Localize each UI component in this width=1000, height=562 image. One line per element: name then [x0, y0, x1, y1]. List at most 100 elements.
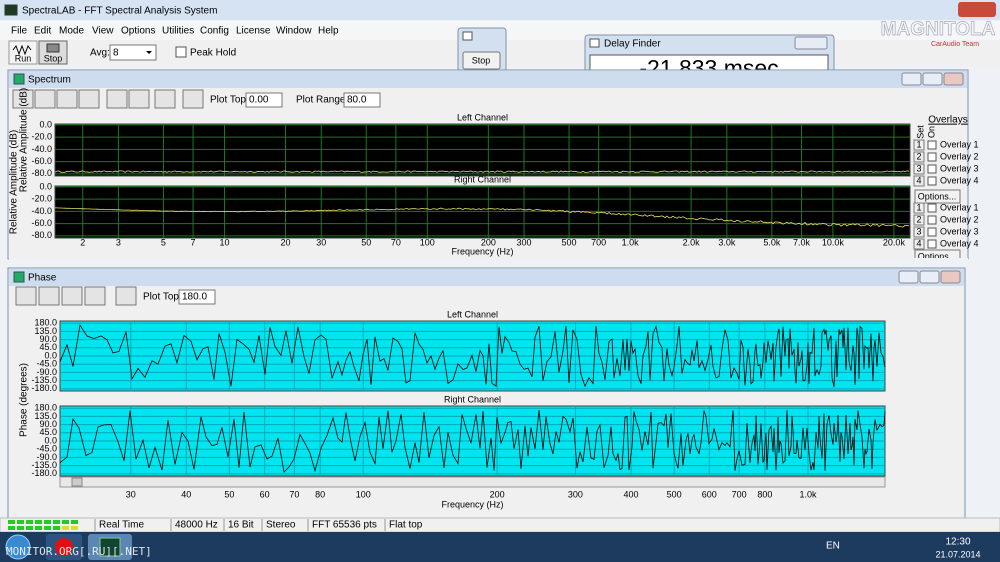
overlay-checkbox[interactable] — [927, 227, 937, 237]
x-tick-label: 100 — [356, 489, 371, 499]
spectrum-window-button[interactable] — [901, 72, 922, 86]
tool-icon[interactable] — [84, 286, 106, 306]
overlay-number: 2 — [916, 151, 921, 161]
overlay-checkbox[interactable] — [927, 140, 937, 150]
x-tick-label: 3.0k — [718, 237, 736, 247]
spectralab-icon — [99, 537, 121, 557]
scrollbar[interactable] — [59, 476, 886, 488]
menu-item[interactable]: Help — [318, 26, 339, 37]
spectrum-title-bar — [9, 71, 967, 88]
start-button[interactable] — [5, 534, 31, 560]
overlay-set-button[interactable] — [913, 226, 925, 238]
overlay-set-button[interactable] — [913, 163, 925, 175]
tool-icon[interactable] — [115, 286, 137, 306]
level-meter-segment — [44, 520, 51, 524]
x-tick-label: 80 — [315, 489, 325, 499]
overlay-set-button[interactable] — [913, 139, 925, 151]
status-item: Flat top — [389, 520, 423, 531]
menu-item[interactable]: Config — [200, 26, 229, 37]
y-tick-label: -60.0 — [31, 156, 52, 166]
overlay-set-button[interactable] — [913, 151, 925, 163]
overlay-name: Overlay 1 — [940, 202, 979, 212]
status-item: Stereo — [266, 520, 296, 531]
y-axis-label: Phase (degrees) — [19, 363, 30, 437]
spectrum-plot-range-field[interactable] — [343, 92, 381, 108]
x-tick-label: 60 — [260, 489, 270, 499]
menu-item[interactable]: Mode — [59, 26, 84, 37]
trace — [59, 324, 886, 388]
y-tick-label: -90.0 — [36, 452, 57, 462]
plot-area — [54, 185, 911, 239]
overlay-set-button[interactable] — [913, 175, 925, 187]
tool-icon[interactable] — [12, 89, 34, 109]
x-tick-label: 10.0k — [822, 237, 845, 247]
channel-title: Left Channel — [447, 309, 498, 319]
peak-hold-checkbox[interactable] — [175, 46, 187, 58]
overlay-set-button[interactable] — [913, 202, 925, 214]
df-close[interactable] — [794, 36, 828, 50]
tool-icon[interactable] — [34, 89, 56, 109]
select-arrow — [146, 51, 152, 54]
tool-icon[interactable] — [61, 286, 83, 306]
tool-icon[interactable] — [106, 89, 128, 109]
df-title: Delay Finder — [604, 39, 661, 50]
phase-plot-top-field[interactable] — [178, 289, 216, 305]
x-tick-label: 7.0k — [793, 237, 811, 247]
overlay-options-label: Options... — [918, 191, 957, 201]
overlay-options-button[interactable] — [914, 189, 961, 204]
x-tick-label: 5.0k — [763, 237, 781, 247]
phase-window-button[interactable] — [898, 270, 919, 284]
menu-item[interactable]: Utilities — [162, 26, 194, 37]
tool-icon[interactable] — [182, 89, 204, 109]
y-tick-label: -20.0 — [31, 194, 52, 204]
menu-item[interactable]: Window — [276, 26, 312, 37]
tool-icon[interactable] — [38, 286, 60, 306]
x-tick-label: 400 — [623, 489, 638, 499]
spectrum-window-button[interactable] — [943, 72, 964, 86]
menu-item[interactable]: View — [92, 26, 114, 37]
clock-date: 21.07.2014 — [935, 549, 980, 559]
overlay-checkbox[interactable] — [927, 239, 937, 249]
tool-icon[interactable] — [154, 89, 176, 109]
overlay-checkbox[interactable] — [927, 203, 937, 213]
level-meter-segment — [26, 526, 33, 530]
overlay-set-button[interactable] — [913, 238, 925, 250]
menu-item[interactable]: File — [11, 26, 28, 37]
phase-window-button[interactable] — [940, 270, 961, 284]
x-tick-label: 200 — [490, 489, 505, 499]
menu-item[interactable]: Edit — [34, 26, 51, 37]
popup-stop-button[interactable] — [462, 51, 501, 70]
overlay-name: Overlay 1 — [940, 139, 979, 149]
spectrum-plot-top-field[interactable] — [245, 92, 283, 108]
overlay-checkbox[interactable] — [927, 176, 937, 186]
tool-icon[interactable] — [78, 89, 100, 109]
phase-window-button[interactable] — [919, 270, 940, 284]
overlay-checkbox[interactable] — [927, 164, 937, 174]
menu-item[interactable]: License — [236, 26, 271, 37]
spectrum-window-button[interactable] — [922, 72, 943, 86]
overlay-checkbox[interactable] — [927, 152, 937, 162]
y-tick-label: 180.0 — [34, 318, 57, 328]
y-tick-label: -90.0 — [36, 367, 57, 377]
overlay-number: 1 — [916, 202, 921, 212]
level-meter-segment — [53, 526, 60, 530]
avg-select[interactable] — [109, 44, 157, 61]
tool-icon[interactable] — [128, 89, 150, 109]
watermark-logo: MAGNITOLA — [881, 19, 996, 40]
x-tick-label: 300 — [568, 489, 583, 499]
x-tick-label: 1.0k — [799, 489, 817, 499]
x-tick-label: 70 — [289, 489, 299, 499]
overlay-number: 3 — [916, 163, 921, 173]
scroll-thumb[interactable] — [71, 477, 83, 487]
tool-icon[interactable] — [56, 89, 78, 109]
overlay-checkbox[interactable] — [927, 215, 937, 225]
menu-item[interactable]: Options — [121, 26, 155, 37]
plot-area — [54, 123, 911, 177]
close-button[interactable] — [958, 2, 996, 17]
x-tick-label: 600 — [702, 489, 717, 499]
tool-icon[interactable] — [15, 286, 37, 306]
y-tick-label: -45.0 — [36, 444, 57, 454]
y-tick-label: 45.0 — [39, 427, 57, 437]
overlay-set-button[interactable] — [913, 214, 925, 226]
y-tick-label: 0.0 — [39, 119, 52, 129]
